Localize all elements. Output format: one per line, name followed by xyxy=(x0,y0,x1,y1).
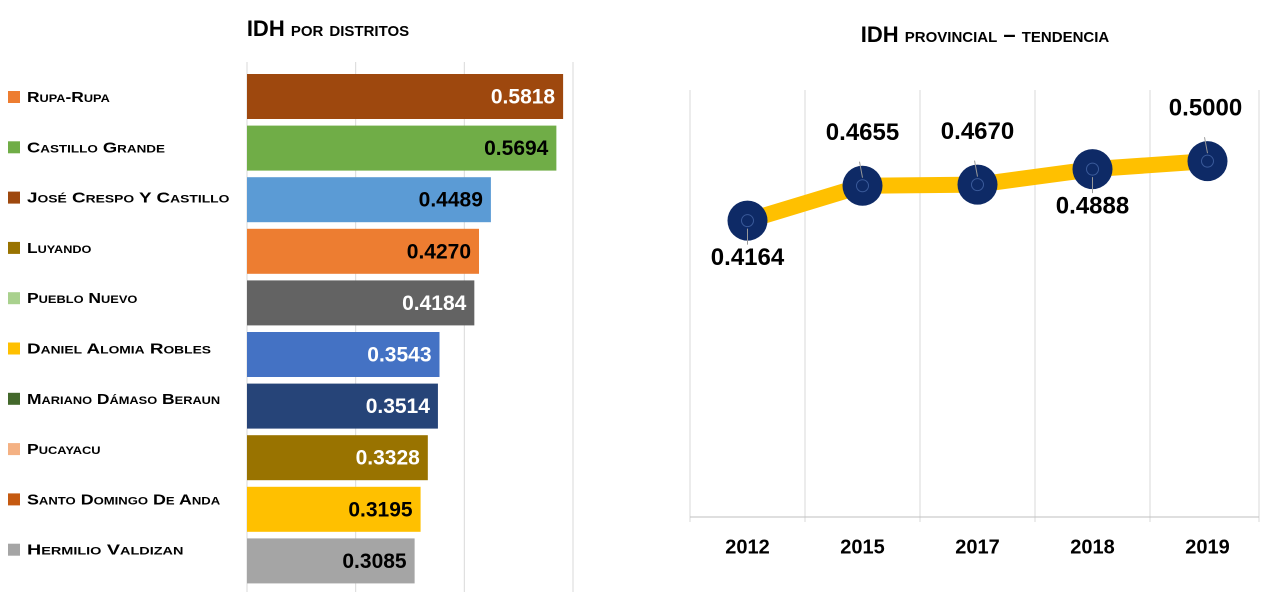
chart-title: IDH por distritos xyxy=(247,16,409,41)
marker-ring xyxy=(971,178,984,192)
bar xyxy=(247,486,421,532)
bar xyxy=(247,280,475,326)
legend-label: Hermilio Valdizan xyxy=(27,542,183,559)
bar xyxy=(247,435,428,481)
marker-ring xyxy=(856,179,869,193)
bar xyxy=(247,74,564,119)
x-tick-label: 2019 xyxy=(1185,536,1230,558)
legend-label: Mariano Dámaso Beraun xyxy=(27,391,220,408)
value-label: 0.4164 xyxy=(711,244,785,271)
value-label: 0.5818 xyxy=(491,86,556,109)
legend-label: Luyando xyxy=(27,240,92,257)
bar xyxy=(247,383,438,429)
legend-swatch xyxy=(8,493,20,506)
bar xyxy=(247,228,480,274)
value-label: 0.4270 xyxy=(407,240,471,263)
legend-swatch xyxy=(8,141,20,154)
value-label: 0.3328 xyxy=(356,447,421,470)
value-label: 0.4655 xyxy=(826,119,899,146)
value-label: 0.4489 xyxy=(419,189,483,212)
legend-swatch xyxy=(8,292,20,305)
legend-label: Castillo Grande xyxy=(27,139,165,156)
legend-label: José Crespo Y Castillo xyxy=(27,190,230,207)
value-label: 0.4670 xyxy=(941,118,1014,145)
bar xyxy=(247,332,440,377)
leader xyxy=(859,161,863,178)
legend-swatch xyxy=(8,91,20,103)
x-tick-label: 2018 xyxy=(1070,536,1115,558)
leader xyxy=(974,160,978,177)
legend-swatch xyxy=(8,241,20,254)
legend-swatch xyxy=(8,342,20,355)
marker-ring xyxy=(741,214,754,228)
legend-swatch xyxy=(8,191,20,204)
legend-swatch xyxy=(8,443,20,456)
legend-swatch xyxy=(8,392,20,405)
legend-label: Pucayacu xyxy=(27,441,101,458)
value-label: 0.4888 xyxy=(1056,192,1129,219)
x-tick-label: 2017 xyxy=(955,536,1000,558)
legend-label: Pueblo Nuevo xyxy=(27,290,138,307)
bar xyxy=(247,177,491,223)
chart-title: IDH provincial – tendencia xyxy=(861,22,1110,47)
legend-label: Daniel Alomia Robles xyxy=(27,340,211,357)
legend-label: Santo Domingo De Anda xyxy=(27,491,220,508)
marker xyxy=(1072,149,1113,190)
value-label: 0.3085 xyxy=(342,550,407,573)
marker xyxy=(842,165,883,206)
leader xyxy=(1204,137,1208,154)
marker xyxy=(957,164,998,205)
marker-ring xyxy=(1201,154,1214,168)
x-tick-label: 2015 xyxy=(840,536,885,558)
value-label: 0.3514 xyxy=(366,395,431,418)
value-label: 0.3543 xyxy=(367,344,431,367)
value-label: 0.5694 xyxy=(484,137,549,160)
legend-label: Rupa-Rupa xyxy=(27,89,110,106)
value-label: 0.5000 xyxy=(1169,95,1242,122)
legend-swatch xyxy=(8,543,20,556)
marker xyxy=(1187,141,1228,182)
value-label: 0.4184 xyxy=(402,292,467,315)
marker xyxy=(727,200,768,241)
marker-ring xyxy=(1086,162,1099,176)
bar xyxy=(247,125,557,171)
bar xyxy=(247,538,415,584)
x-tick-label: 2012 xyxy=(725,536,770,558)
value-label: 0.3195 xyxy=(348,498,413,521)
